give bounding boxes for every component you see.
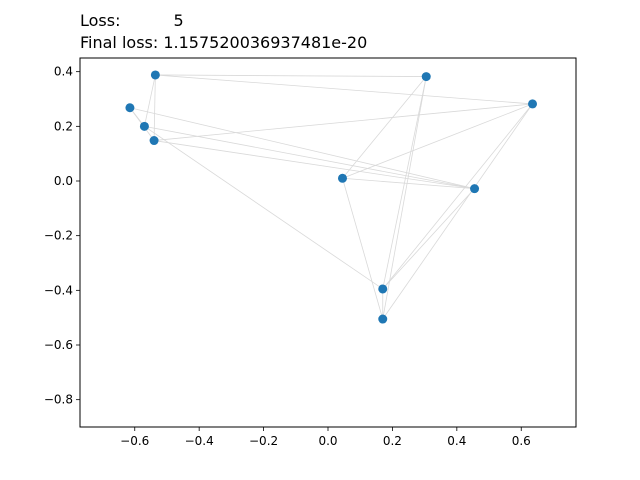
y-tick-label: 0.4 bbox=[54, 65, 73, 79]
loss-title: Loss: 5 bbox=[80, 12, 184, 30]
data-point bbox=[150, 70, 160, 80]
edge-line bbox=[342, 103, 533, 179]
data-point bbox=[470, 184, 480, 194]
data-points bbox=[125, 70, 538, 324]
edge-line bbox=[155, 74, 533, 105]
edge-line bbox=[129, 107, 475, 190]
y-tick-label: 0.0 bbox=[54, 174, 73, 188]
y-axis: 0.4 0.2 0.0 −0.2 −0.4 −0.6 −0.8 bbox=[44, 65, 80, 407]
edge-line bbox=[382, 188, 475, 290]
edge-line bbox=[342, 76, 427, 179]
x-tick-label: 0.2 bbox=[383, 434, 402, 448]
y-tick-label: −0.2 bbox=[44, 229, 73, 243]
y-tick-label: −0.8 bbox=[44, 393, 73, 407]
edge-line bbox=[144, 126, 383, 290]
x-tick-label: −0.2 bbox=[249, 434, 278, 448]
data-point bbox=[139, 121, 149, 131]
edge-line bbox=[342, 178, 384, 320]
edge-line bbox=[153, 74, 156, 141]
loss-label: Loss: bbox=[80, 11, 121, 30]
final-loss-title: Final loss: 1.157520036937481e-20 bbox=[80, 33, 368, 52]
x-tick-label: −0.4 bbox=[185, 434, 214, 448]
x-tick-label: 0.0 bbox=[318, 434, 337, 448]
data-point bbox=[378, 284, 388, 294]
data-point bbox=[149, 136, 159, 146]
edge-line bbox=[155, 74, 427, 77]
data-point bbox=[421, 72, 431, 82]
x-axis: −0.6 −0.4 −0.2 0.0 0.2 0.4 0.6 bbox=[120, 427, 531, 448]
x-tick-label: 0.6 bbox=[512, 434, 531, 448]
y-tick-label: −0.6 bbox=[44, 338, 73, 352]
y-tick-label: 0.2 bbox=[54, 119, 73, 133]
data-point bbox=[528, 99, 538, 109]
edge-line bbox=[154, 103, 533, 141]
edge-line bbox=[342, 177, 475, 190]
edge-line bbox=[144, 74, 156, 127]
edge-line bbox=[382, 76, 427, 320]
loss-value: 5 bbox=[173, 11, 184, 30]
x-tick-label: −0.6 bbox=[120, 434, 149, 448]
graph-edges bbox=[129, 74, 533, 320]
x-tick-label: 0.4 bbox=[447, 434, 466, 448]
edge-line bbox=[382, 103, 533, 320]
edge-line bbox=[154, 140, 475, 190]
data-point bbox=[125, 103, 135, 113]
data-point bbox=[337, 173, 347, 183]
edge-line bbox=[382, 103, 533, 290]
data-point bbox=[378, 314, 388, 324]
edge-line bbox=[144, 125, 475, 190]
y-tick-label: −0.4 bbox=[44, 283, 73, 297]
